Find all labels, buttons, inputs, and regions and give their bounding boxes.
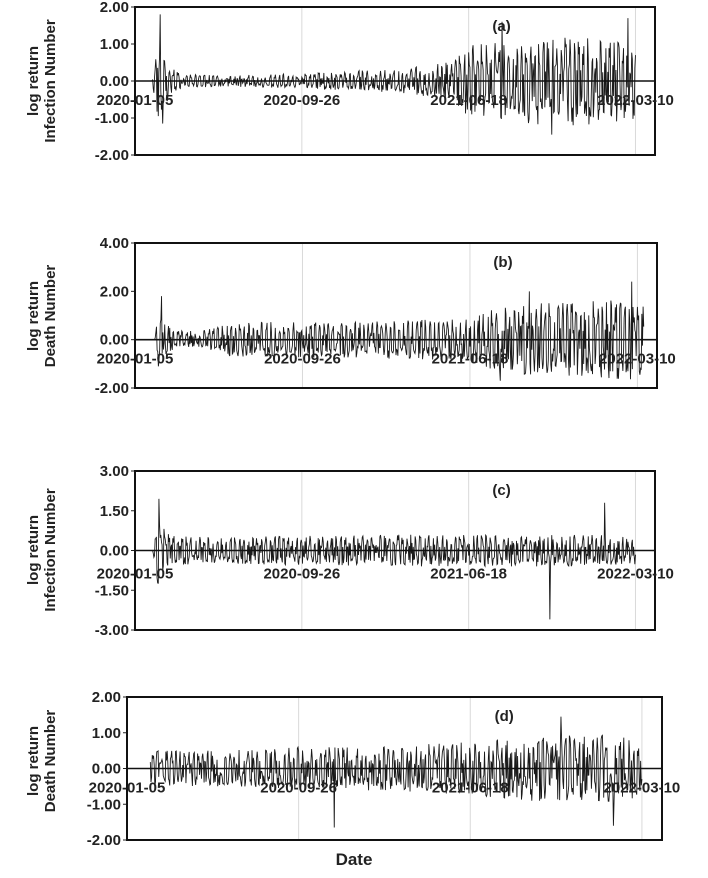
- xtick-label-d-1: 2020-09-26: [260, 780, 337, 797]
- panel-label-c: (c): [492, 482, 510, 499]
- ytick-label-b-3: -2.00: [95, 380, 129, 397]
- xtick-label-c-1: 2020-09-26: [263, 566, 340, 583]
- ytick-label-c-0: 3.00: [100, 463, 129, 480]
- ytick-label-d-2: 0.00: [92, 761, 121, 778]
- plot-frame-c: [134, 470, 656, 631]
- panel-label-b: (b): [493, 254, 512, 271]
- xtick-label-b-0: 2020-01-05: [97, 351, 174, 368]
- chart-d: 2.00 1.00 0.00 -1.00 -2.00 2020-01-05 2020-09-…: [87, 689, 681, 849]
- xtick-label-a-2: 2021-06-18: [430, 92, 507, 109]
- xtick-label-d-2: 2021-06-18: [432, 780, 509, 797]
- panel-c: 3.00 1.50 0.00 -1.50 -3.00 2020-01-05 2020-09-…: [25, 463, 674, 639]
- panel-d: 2.00 1.00 0.00 -1.00 -2.00 2020-01-05 2020-09-…: [25, 686, 681, 849]
- ytick-label-a-2: 0.00: [100, 73, 129, 90]
- ylabel-d-line1: log return: [25, 726, 42, 796]
- panel-label-a: (a): [492, 18, 510, 35]
- plot-frame-a: [134, 6, 656, 156]
- xtick-label-b-2: 2021-06-18: [432, 351, 509, 368]
- plot-frame-b: [134, 242, 658, 389]
- ytick-label-c-1: 1.50: [100, 503, 129, 520]
- series-line-a: [135, 14, 636, 135]
- xtick-label-a-1: 2020-09-26: [263, 92, 340, 109]
- xtick-label-d-3: 2022-03-10: [604, 780, 681, 797]
- chart-a: 2.00 1.00 0.00 -1.00 -2.00 2020-01-05 2020-09-…: [95, 0, 674, 164]
- xtick-label-b-3: 2022-03-10: [599, 351, 676, 368]
- xtick-label-d-0: 2020-01-05: [89, 780, 166, 797]
- ytick-label-a-4: -2.00: [95, 147, 129, 164]
- chart-b: 4.00 2.00 0.00 -2.00 2020-01-05 2020-09-26 202…: [95, 235, 676, 397]
- ylabel-d-line2: Death Number: [42, 709, 59, 813]
- ytick-label-c-4: -3.00: [95, 622, 129, 639]
- series-line-b: [135, 281, 645, 381]
- ytick-label-c-2: 0.00: [100, 543, 129, 560]
- panel-label-d: (d): [495, 708, 514, 725]
- ytick-label-a-3: -1.00: [95, 110, 129, 127]
- ytick-label-d-0: 2.00: [92, 689, 121, 706]
- ytick-label-d-3: -1.00: [87, 796, 121, 813]
- panel-b: 4.00 2.00 0.00 -2.00 2020-01-05 2020-09-26 202…: [0, 0, 708, 420]
- xtick-label-a-0: 2020-01-05: [97, 92, 174, 109]
- ylabel-d: log return Death Number: [25, 686, 61, 836]
- xtick-label-b-1: 2020-09-26: [264, 351, 341, 368]
- ytick-label-a-0: 2.00: [100, 0, 129, 16]
- series-line-d: [149, 716, 643, 828]
- chart-c: 3.00 1.50 0.00 -1.50 -3.00 2020-01-05 2020-09-…: [95, 463, 674, 639]
- x-axis-title: Date: [335, 850, 373, 869]
- plot-frame-d: [126, 696, 663, 841]
- xtick-label-c-0: 2020-01-05: [97, 566, 174, 583]
- ytick-label-b-1: 2.00: [100, 283, 129, 300]
- ytick-label-b-0: 4.00: [100, 235, 129, 252]
- xtick-label-c-2: 2021-06-18: [430, 566, 507, 583]
- ytick-label-c-3: -1.50: [95, 582, 129, 599]
- ytick-label-d-4: -2.00: [87, 832, 121, 849]
- xtick-label-a-3: 2022-03-10: [597, 92, 674, 109]
- panel-a: 2.00 1.00 0.00 -1.00 -2.00 2020-01-05 2020-09-…: [0, 0, 708, 220]
- ytick-label-b-2: 0.00: [100, 332, 129, 349]
- ytick-label-d-1: 1.00: [92, 725, 121, 742]
- xtick-label-c-3: 2022-03-10: [597, 566, 674, 583]
- ytick-label-a-1: 1.00: [100, 36, 129, 53]
- series-line-c: [135, 498, 636, 620]
